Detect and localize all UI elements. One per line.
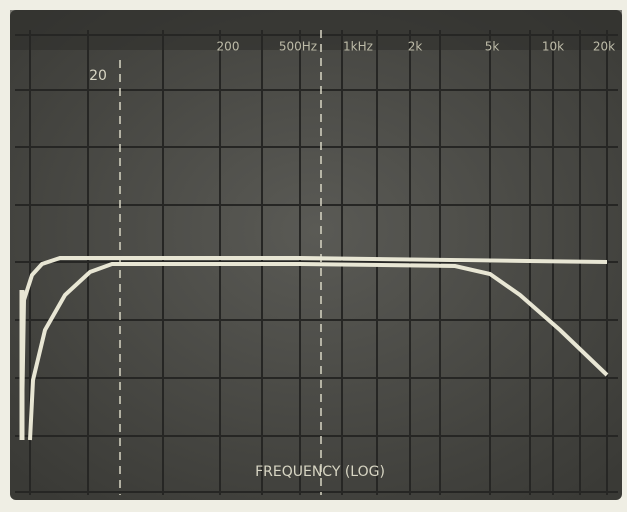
oscilloscope-photo: 20 200 500Hz 1kHz 2k 5k 10k 20k FREQUENCY (LOG… <box>0 0 627 512</box>
cursor-label: 20 <box>89 68 107 84</box>
axis-label: FREQUENCY (LOG) <box>255 464 385 480</box>
top-label: 500Hz <box>279 40 317 54</box>
top-label: 10k <box>542 40 564 54</box>
top-label: 200 <box>217 40 240 54</box>
top-label: 2k <box>408 40 423 54</box>
top-label: 5k <box>485 40 500 54</box>
top-label: 1kHz <box>343 40 373 54</box>
top-label: 20k <box>593 40 615 54</box>
